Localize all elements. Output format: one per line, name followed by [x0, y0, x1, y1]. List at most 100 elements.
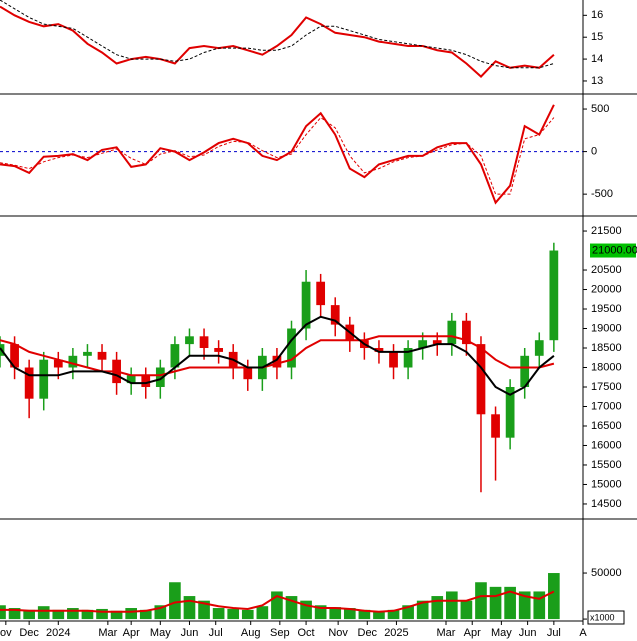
candle-body [505, 386, 515, 438]
volume-bar [402, 605, 414, 620]
volume-bar [548, 573, 560, 620]
candle-body [432, 340, 442, 345]
volume-bar [139, 609, 152, 620]
candle-body [462, 320, 471, 345]
price-label-box [590, 243, 636, 258]
y-tick-label: 18000 [591, 361, 622, 373]
volume-bar [445, 591, 458, 620]
y-tick-label: 16500 [591, 420, 622, 432]
y-tick-label: 20000 [591, 283, 622, 295]
candle-body [403, 348, 413, 368]
x-tick-label: Mar [98, 627, 117, 639]
volume-bar [8, 608, 21, 620]
volume-bar [52, 609, 65, 620]
candle-body [155, 367, 165, 387]
y-tick-label: 21500 [591, 225, 622, 237]
volume-bar [285, 596, 298, 620]
series-line [0, 315, 555, 396]
volume-bar [154, 605, 167, 620]
y-tick-label: 15 [591, 31, 603, 43]
y-tick-label: -500 [591, 188, 613, 200]
candle-body [10, 344, 19, 368]
candle-body [418, 340, 428, 349]
volume-bar [198, 600, 210, 620]
candle-body [68, 355, 78, 368]
candle-body [316, 281, 326, 306]
y-tick-label: 0 [591, 146, 597, 158]
candle-body [214, 348, 223, 352]
candle-body [520, 355, 530, 387]
volume-bar [227, 608, 240, 620]
series-line [0, 5, 555, 78]
unit-box [587, 610, 625, 625]
panel [0, 242, 559, 493]
volume-bar [81, 609, 94, 620]
volume-bar [67, 608, 79, 620]
candle-body [185, 336, 194, 345]
x-tick-label: May [150, 627, 171, 639]
x-tick-label: 2024 [46, 627, 70, 639]
volume-bar [23, 609, 35, 620]
volume-bar [271, 591, 283, 620]
x-tick-label: Jul [547, 627, 561, 639]
candle-body [287, 328, 296, 368]
candle-body [534, 340, 544, 356]
x-tick-label: Sep [270, 627, 290, 639]
x-tick-label: Jun [519, 627, 537, 639]
volume-bar [110, 610, 123, 620]
y-tick-label: 13 [591, 75, 603, 87]
unit-label: x1000 [590, 612, 615, 622]
volume-bar [0, 605, 6, 620]
volume-bar [504, 586, 516, 620]
x-tick-label: Apr [464, 627, 481, 639]
volume-bar [358, 609, 371, 620]
volume-bar [256, 606, 269, 620]
volume-bar [212, 608, 225, 620]
candle-body [53, 359, 63, 368]
volume-bar [416, 600, 429, 620]
candle-body [170, 344, 180, 368]
y-tick-label: 18500 [591, 342, 622, 354]
y-tick-label: 50000 [591, 567, 622, 579]
y-tick-label: 14 [591, 53, 603, 65]
volume-bar [96, 608, 108, 620]
volume-bar [373, 611, 385, 620]
candle-body [243, 367, 253, 380]
volume-bar [518, 591, 531, 620]
candle-body [83, 351, 92, 356]
volume-bar [475, 582, 487, 620]
series-line [0, 590, 555, 613]
candle-body [272, 355, 282, 368]
candle-body [39, 359, 49, 399]
x-tick-label: Apr [123, 627, 140, 639]
x-tick-label: 2025 [384, 627, 408, 639]
volume-bar [533, 591, 546, 620]
y-tick-label: 17000 [591, 400, 622, 412]
volume-bar [343, 608, 356, 620]
x-tick-label: Dec [19, 627, 39, 639]
volume-bar [183, 596, 196, 620]
candle-body [447, 320, 457, 345]
x-tick-label: Jul [209, 627, 223, 639]
y-tick-label: 14500 [591, 498, 622, 510]
volume-bar [387, 609, 400, 620]
candle-body [301, 281, 311, 329]
series-line [0, 335, 555, 377]
volume-bar [169, 582, 181, 620]
y-tick-label: 16000 [591, 439, 622, 451]
volume-bar [241, 609, 254, 620]
x-tick-label: A [579, 627, 587, 639]
y-tick-label: 20500 [591, 264, 622, 276]
candle-body [476, 344, 486, 415]
candle-body [549, 250, 559, 341]
volume-bar [37, 606, 50, 620]
y-tick-label: 15500 [591, 459, 622, 471]
volume-bar [431, 596, 444, 620]
price-label: 21000.00 [592, 244, 637, 256]
y-tick-label: 19500 [591, 303, 622, 315]
series-line [0, 104, 555, 205]
volume-bar [125, 608, 138, 620]
candle-body [141, 375, 151, 387]
